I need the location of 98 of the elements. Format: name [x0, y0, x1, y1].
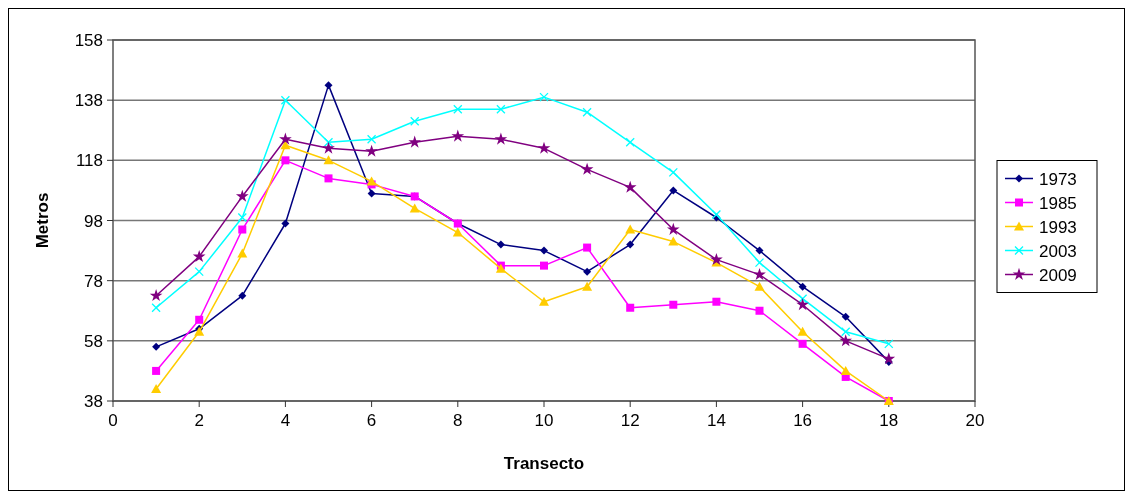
point: [366, 134, 377, 144]
legend-label: 1993: [1039, 217, 1077, 237]
y-tick-label: 138: [74, 91, 103, 111]
legend-label: 2003: [1039, 241, 1077, 261]
legend-label: 1985: [1039, 193, 1077, 213]
point: [755, 246, 764, 255]
point: [151, 303, 161, 313]
point: [623, 180, 637, 193]
x-tick-label: 10: [534, 411, 554, 430]
point: [580, 162, 594, 175]
point: [625, 137, 635, 147]
point: [151, 383, 162, 393]
point: [798, 282, 807, 291]
point: [365, 144, 378, 157]
point: [195, 315, 204, 324]
point: [582, 107, 592, 117]
point: [798, 339, 807, 348]
point: [323, 137, 334, 147]
x-tick-label: 8: [453, 411, 463, 430]
point: [626, 303, 635, 312]
point: [539, 92, 549, 102]
point: [238, 225, 247, 234]
point: [625, 224, 636, 234]
x-tick-label: 0: [108, 411, 118, 430]
point: [840, 365, 851, 375]
point: [712, 297, 721, 306]
point: [152, 366, 161, 375]
point: [149, 289, 163, 302]
point: [194, 266, 204, 277]
point: [539, 296, 549, 306]
point: [669, 300, 678, 309]
point: [237, 248, 248, 258]
point: [451, 129, 465, 142]
point: [279, 132, 292, 145]
point: [281, 156, 290, 165]
point: [323, 155, 334, 165]
point: [841, 312, 850, 321]
x-tick-label: 4: [280, 411, 291, 430]
legend-label: 1973: [1039, 169, 1077, 189]
point: [668, 167, 678, 178]
point: [366, 176, 377, 186]
point: [452, 227, 463, 237]
point: [540, 246, 548, 255]
point: [797, 294, 808, 304]
legend-label: 2009: [1039, 265, 1077, 285]
point: [192, 249, 206, 262]
y-axis-title: Metros: [33, 192, 52, 249]
point: [626, 240, 635, 249]
point: [540, 261, 548, 270]
point: [754, 257, 765, 268]
point: [710, 252, 723, 266]
point: [408, 135, 422, 148]
point: [496, 104, 506, 114]
point: [237, 212, 247, 223]
point: [537, 141, 551, 154]
y-tick-label: 98: [84, 211, 103, 231]
x-tick-label: 12: [620, 411, 640, 430]
point: [235, 189, 249, 202]
point: [494, 132, 508, 145]
y-tick-label: 78: [84, 271, 103, 291]
x-tick-label: 20: [965, 411, 985, 430]
x-axis-title: Transecto: [503, 454, 585, 473]
point: [754, 281, 765, 291]
point: [367, 189, 376, 198]
point: [796, 298, 809, 311]
point: [410, 116, 420, 126]
x-tick-label: 18: [879, 411, 899, 430]
point: [322, 141, 335, 154]
point: [841, 327, 851, 337]
y-tick-label: 58: [84, 331, 103, 351]
point: [152, 342, 161, 351]
point: [797, 326, 808, 336]
point: [281, 219, 290, 228]
point: [711, 209, 722, 220]
x-tick-label: 14: [706, 411, 726, 430]
point: [753, 267, 766, 281]
point: [238, 291, 247, 300]
x-tick-label: 16: [793, 411, 813, 430]
point: [666, 222, 680, 235]
point: [324, 81, 333, 90]
point: [669, 186, 678, 195]
point: [324, 174, 333, 183]
point: [882, 352, 896, 365]
point: [583, 267, 592, 276]
point: [884, 339, 894, 349]
x-tick-label: 2: [194, 411, 204, 430]
point: [280, 95, 291, 105]
y-tick-label: 158: [74, 31, 103, 50]
y-tick-label: 118: [75, 151, 103, 171]
point: [755, 306, 764, 315]
point: [583, 243, 592, 252]
point: [582, 281, 593, 291]
y-tick-label: 38: [84, 392, 103, 411]
point: [668, 236, 679, 246]
x-tick-label: 6: [366, 411, 377, 430]
point: [453, 104, 463, 114]
point: [496, 240, 505, 249]
point: [839, 334, 853, 347]
